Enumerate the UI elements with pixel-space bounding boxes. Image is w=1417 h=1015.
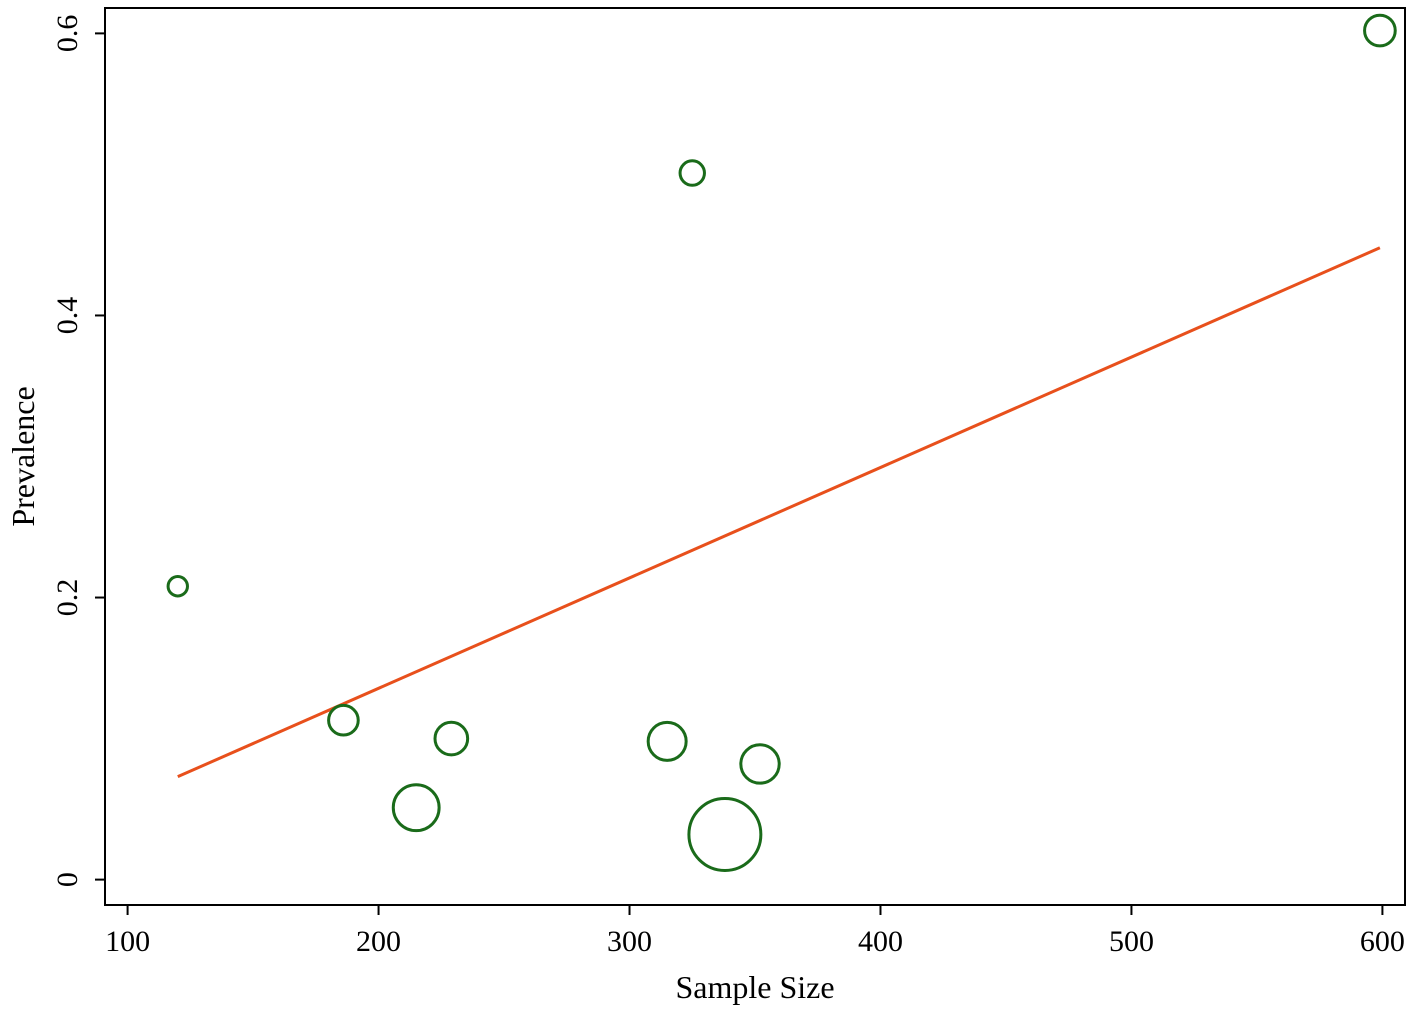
fit-line bbox=[177, 246, 1381, 779]
y-axis-title: Prevalence bbox=[5, 386, 41, 526]
y-tick-label: 0.4 bbox=[51, 297, 84, 335]
x-tick-label: 400 bbox=[858, 925, 903, 958]
x-tick-label: 200 bbox=[356, 925, 401, 958]
x-tick-label: 500 bbox=[1109, 925, 1154, 958]
data-point bbox=[166, 575, 189, 598]
data-point bbox=[646, 720, 688, 762]
data-point bbox=[391, 783, 441, 833]
y-tick-label: 0.2 bbox=[51, 579, 84, 617]
points-layer bbox=[166, 13, 1397, 872]
data-point bbox=[739, 743, 781, 785]
data-point bbox=[1363, 13, 1397, 48]
y-tick-label: 0.6 bbox=[51, 15, 84, 53]
x-tick-label: 300 bbox=[607, 925, 652, 958]
plot-frame bbox=[104, 7, 1406, 906]
data-point bbox=[687, 797, 763, 872]
fit-line-layer bbox=[177, 246, 1381, 779]
x-axis-title: Sample Size bbox=[675, 969, 834, 1005]
x-tick-label: 600 bbox=[1360, 925, 1405, 958]
data-point bbox=[433, 720, 470, 757]
data-point bbox=[678, 159, 706, 187]
x-axis: 100 200 300 400 500 600 bbox=[105, 905, 1405, 958]
y-axis: 0 0.2 0.4 0.6 bbox=[51, 15, 105, 887]
x-tick-label: 100 bbox=[105, 925, 150, 958]
y-tick-label: 0 bbox=[51, 872, 84, 887]
data-point bbox=[327, 703, 360, 737]
